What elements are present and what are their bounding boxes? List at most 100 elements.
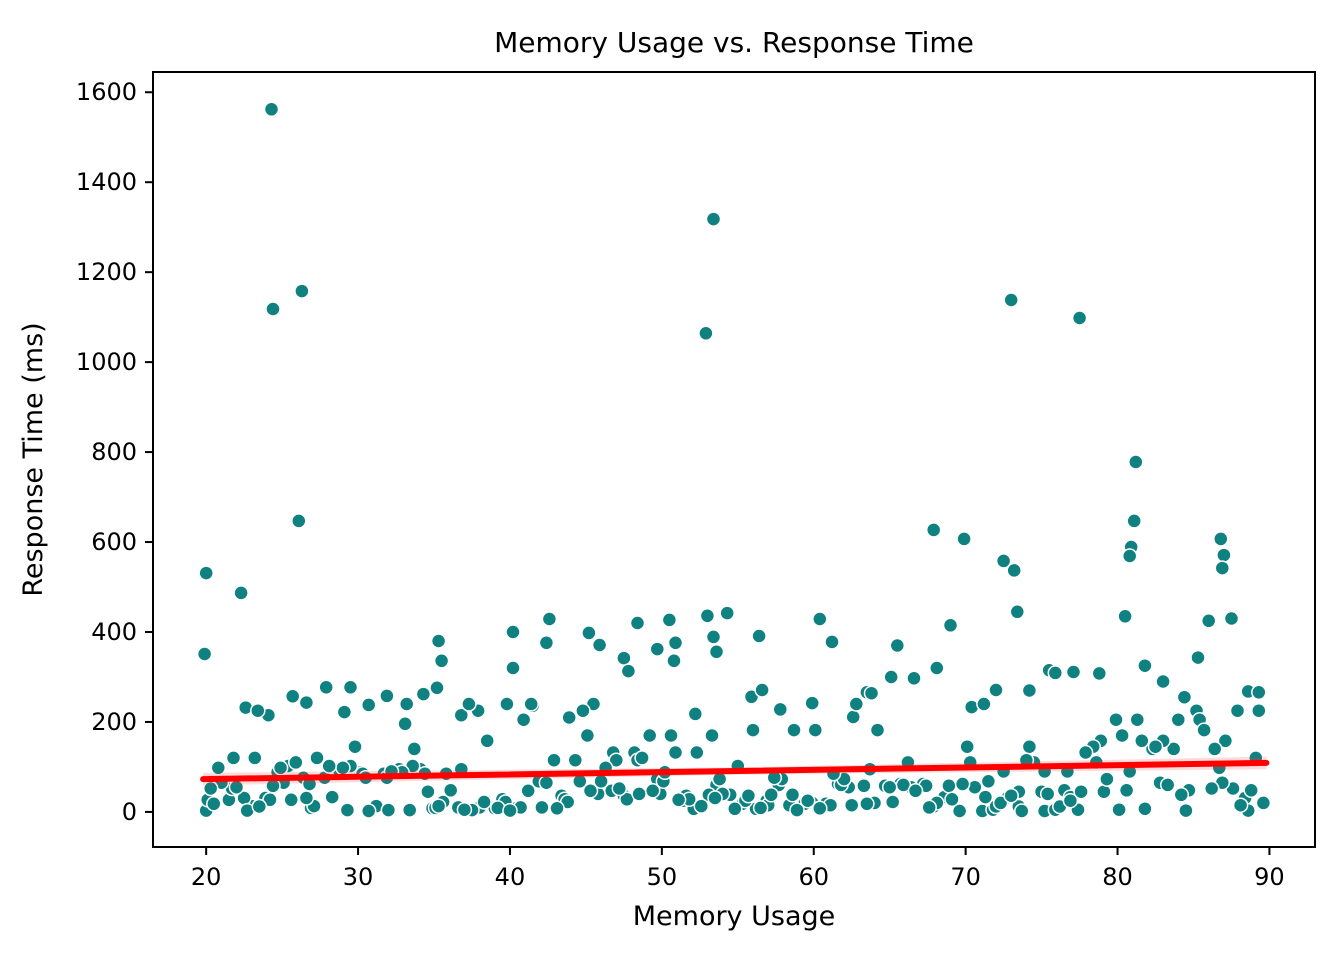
x-tick-label: 30 [343,863,374,891]
data-point [1137,657,1153,674]
data-point [789,802,805,818]
data-point [397,716,413,732]
data-point [740,787,757,804]
data-point [318,679,334,696]
data-point [631,786,647,802]
data-point [1217,733,1234,749]
data-point [1062,792,1079,809]
data-point [1111,801,1127,818]
data-point [502,802,518,819]
data-point [906,670,922,687]
y-axis-label: Response Time (ms) [18,322,49,596]
data-point [442,782,459,799]
data-point [233,585,249,601]
data-point [1129,711,1146,728]
data-point [641,727,658,744]
data-point [433,653,450,669]
data-point [649,641,666,657]
data-point [406,741,423,757]
data-point [430,633,447,649]
data-point [980,773,997,790]
data-point [324,789,340,805]
data-point [1196,722,1212,738]
data-point [567,752,584,768]
y-tick-label: 1600 [76,78,137,106]
data-point [265,301,281,317]
data-point [661,612,678,628]
data-point [196,646,213,662]
trend-layer [200,756,1270,786]
data-point [582,783,599,799]
data-point [670,792,687,808]
data-point [687,706,704,722]
data-point [1159,777,1176,793]
data-point [1003,787,1019,804]
data-point [929,660,945,676]
data-point [921,799,937,816]
data-point [869,722,886,738]
y-tick-label: 1400 [76,168,137,196]
data-point [705,211,722,227]
data-point [616,650,632,666]
x-tick-label: 40 [495,863,526,891]
data-point [1128,454,1144,470]
data-point [263,101,280,118]
data-point [772,701,789,718]
data-point [1147,738,1164,755]
data-point [250,702,266,719]
data-point [430,798,447,814]
data-point [863,685,880,701]
data-point [992,795,1009,811]
data-point [644,783,661,799]
x-tick-label: 80 [1102,863,1133,891]
data-point [608,752,625,768]
data-point [591,637,608,653]
data-point [360,697,377,713]
data-point [272,760,289,776]
data-point [206,796,222,812]
y-tick-label: 400 [91,618,137,646]
data-point [420,783,436,800]
data-point [534,799,550,816]
data-point [1243,782,1259,799]
scatter-points [196,101,1272,819]
data-point [1108,711,1124,728]
data-point [401,802,418,818]
x-tick-label: 90 [1254,863,1285,891]
data-point [415,686,432,702]
y-tick-label: 0 [122,798,137,826]
data-point [1223,610,1240,627]
data-point [1216,547,1232,563]
data-point [291,513,307,529]
data-point [1099,771,1115,787]
data-point [505,624,521,640]
data-point [398,696,415,712]
data-point [859,796,875,812]
data-point [667,744,684,761]
data-point [699,608,716,624]
data-point [546,752,562,768]
data-point [1003,292,1019,308]
data-point [956,531,972,547]
data-point [620,663,637,679]
data-point [1096,783,1112,800]
data-point [705,629,722,645]
data-point [321,758,337,774]
data-point [698,325,714,342]
data-point [784,787,801,803]
data-point [251,798,268,815]
data-point [1071,310,1088,326]
data-point [541,611,558,627]
data-point [1126,513,1142,529]
data-point [210,760,227,776]
data-point [579,727,596,744]
data-point [804,695,820,711]
plot-frame [152,71,1316,848]
data-point [1009,604,1026,620]
data-point [429,680,445,696]
data-point [719,605,735,621]
y-tick-label: 1000 [76,348,137,376]
data-point [581,625,597,641]
data-point [856,778,872,794]
